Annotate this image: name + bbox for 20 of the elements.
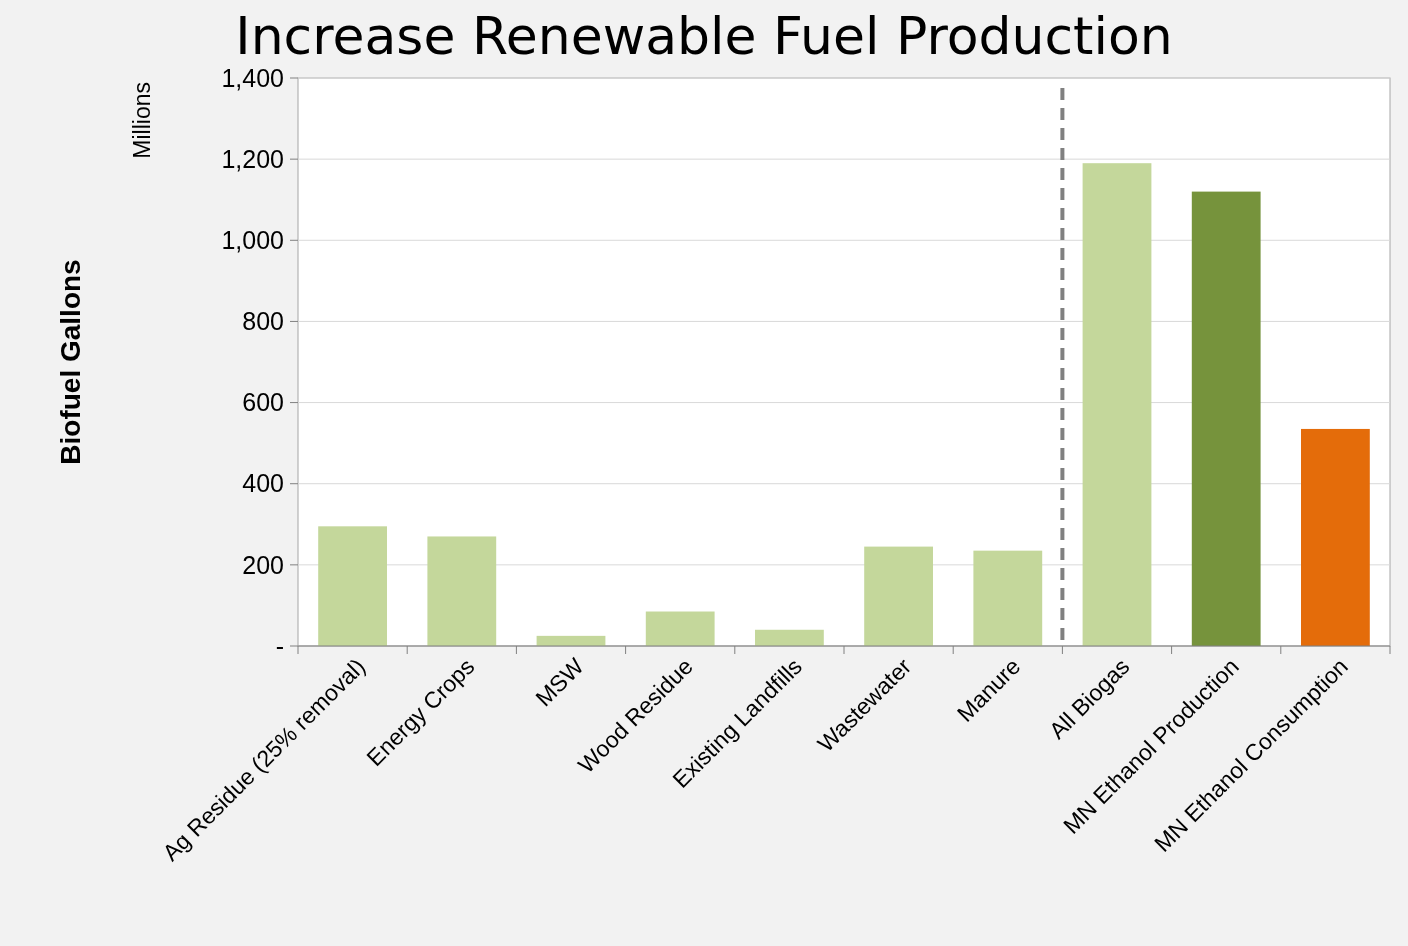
bar — [973, 550, 1043, 646]
bar — [645, 611, 715, 646]
bar — [318, 526, 387, 646]
y-tick-label: 800 — [242, 307, 284, 336]
y-tick-label: - — [275, 631, 284, 660]
y-tick-label: 200 — [242, 550, 284, 579]
y-axis-title: Biofuel Gallons — [55, 259, 86, 465]
bar — [1191, 191, 1261, 646]
bar — [1082, 163, 1152, 646]
y-tick-label: 600 — [242, 388, 284, 417]
bar — [1301, 428, 1370, 646]
y-tick-label: 1,200 — [221, 144, 284, 173]
bar — [755, 629, 824, 646]
bar — [427, 536, 497, 646]
y-tick-label: 1,000 — [221, 226, 284, 255]
y-tick-label: 400 — [242, 469, 284, 498]
chart-title: Increase Renewable Fuel Production — [235, 6, 1173, 66]
bar — [864, 546, 933, 646]
text: Millions — [129, 82, 155, 159]
y-tick-label: 1,400 — [221, 63, 284, 92]
